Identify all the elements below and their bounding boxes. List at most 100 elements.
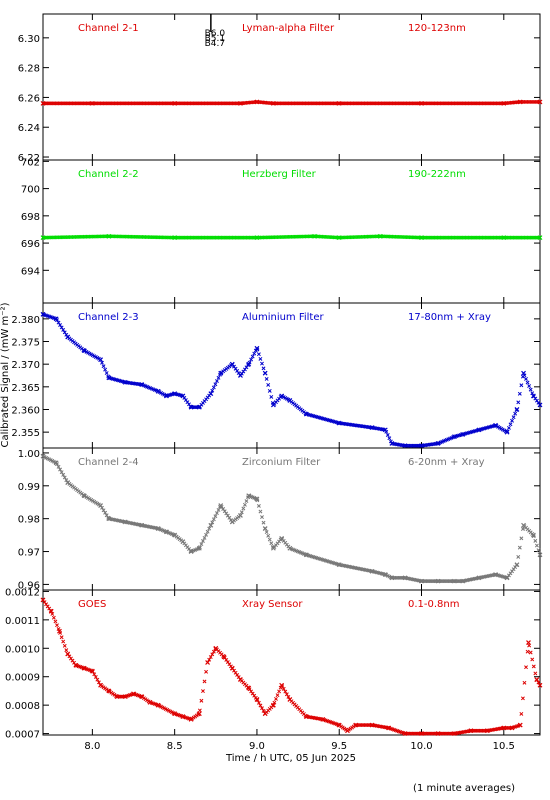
panel-label: 120-123nm [408,23,466,34]
data-point [279,535,285,541]
panel-1: 6.22 6.24 6.26 6.28 6.30 Channel 2-1 Lyman-alp… [18,13,543,164]
flare-label: B5.1 [205,34,226,44]
data-point [196,545,202,551]
data-point [345,728,350,734]
panel-label: Herzberg Filter [242,169,317,180]
data-point [267,388,272,393]
data-point [504,575,510,581]
data-point [101,364,106,369]
data-point [476,575,482,581]
data-point [180,714,186,719]
y-tick-label: 2.365 [11,383,40,394]
data-point [312,233,317,239]
data-point [241,506,246,511]
data-point [89,100,95,106]
data-point [336,235,342,241]
data-point [537,402,543,408]
data-point [238,100,243,106]
y-tick-label: 0.0012 [5,587,40,598]
data-point [51,615,56,620]
data-point [89,668,95,674]
data-point [270,545,276,551]
data-point [402,443,408,449]
data-point [525,380,530,385]
data-point [516,554,521,559]
data-point [106,375,112,381]
flare-label: B4.7 [205,39,226,49]
data-point [506,425,511,430]
data-point [104,513,109,518]
data-point [526,640,531,646]
y-tick-label: 700 [21,185,40,196]
panel-4: 0.96 0.97 0.98 0.99 1.00 Channel 2-4 Zirconium… [18,447,543,591]
data-point [261,708,266,713]
data-point [164,393,169,399]
y-tick-label: 2.355 [11,428,40,439]
y-tick-label: 0.98 [18,515,40,526]
data-point [419,235,424,241]
x-tick-label: 9.5 [331,741,347,752]
data-point [528,650,533,655]
data-point [56,320,61,325]
y-tick-label: 702 [21,157,40,168]
x-tick-label: 9.0 [249,741,265,752]
data-point [522,373,527,378]
data-point [517,545,522,550]
x-tick-label: 8.5 [167,741,183,752]
series-points [40,453,543,584]
data-point [64,648,69,653]
data-point [419,731,424,737]
y-tick-label: 0.0011 [5,616,40,627]
data-point [139,694,145,700]
y-tick-label: 0.99 [18,482,40,493]
data-point [246,685,252,691]
x-axis: 8.0 8.5 9.0 9.5 10.0 10.5 [84,741,515,752]
data-point [229,361,235,367]
footnote: (1 minute averages) [413,783,515,794]
data-point [369,425,375,431]
data-point [435,731,441,737]
panel-label: Channel 2-1 [78,23,139,34]
data-point [92,672,97,677]
data-point [65,480,71,485]
data-point [199,698,204,703]
data-point [188,549,194,554]
y-tick-label: 0.97 [18,548,40,559]
data-point [254,697,260,702]
data-point [270,402,276,408]
data-point [275,693,280,698]
data-point [73,662,79,668]
y-axis-label: Calibrated Signal / (mW m⁻²) [0,302,11,447]
data-point [216,508,221,512]
data-point [180,393,186,399]
data-point [513,411,518,416]
data-point [256,352,261,357]
data-point [508,422,513,427]
data-point [262,711,268,717]
data-point [249,357,254,362]
panel-label: Zirconium Filter [242,457,321,468]
data-point [62,475,67,480]
data-point [55,623,59,628]
data-point [61,327,66,332]
data-point [172,711,178,717]
data-point [103,510,108,515]
series-points [40,311,543,449]
data-point [242,502,247,507]
data-point [202,679,207,684]
data-point [256,700,261,705]
data-point [188,404,194,410]
data-point [537,682,543,688]
data-point [519,536,524,541]
data-point [210,388,215,393]
data-point [528,387,533,392]
data-point [419,443,424,449]
data-point [536,680,541,685]
data-point [386,725,392,731]
data-point [106,233,112,239]
data-point [519,383,524,388]
data-point [214,511,219,516]
data-point [274,696,278,701]
data-point [533,671,538,676]
